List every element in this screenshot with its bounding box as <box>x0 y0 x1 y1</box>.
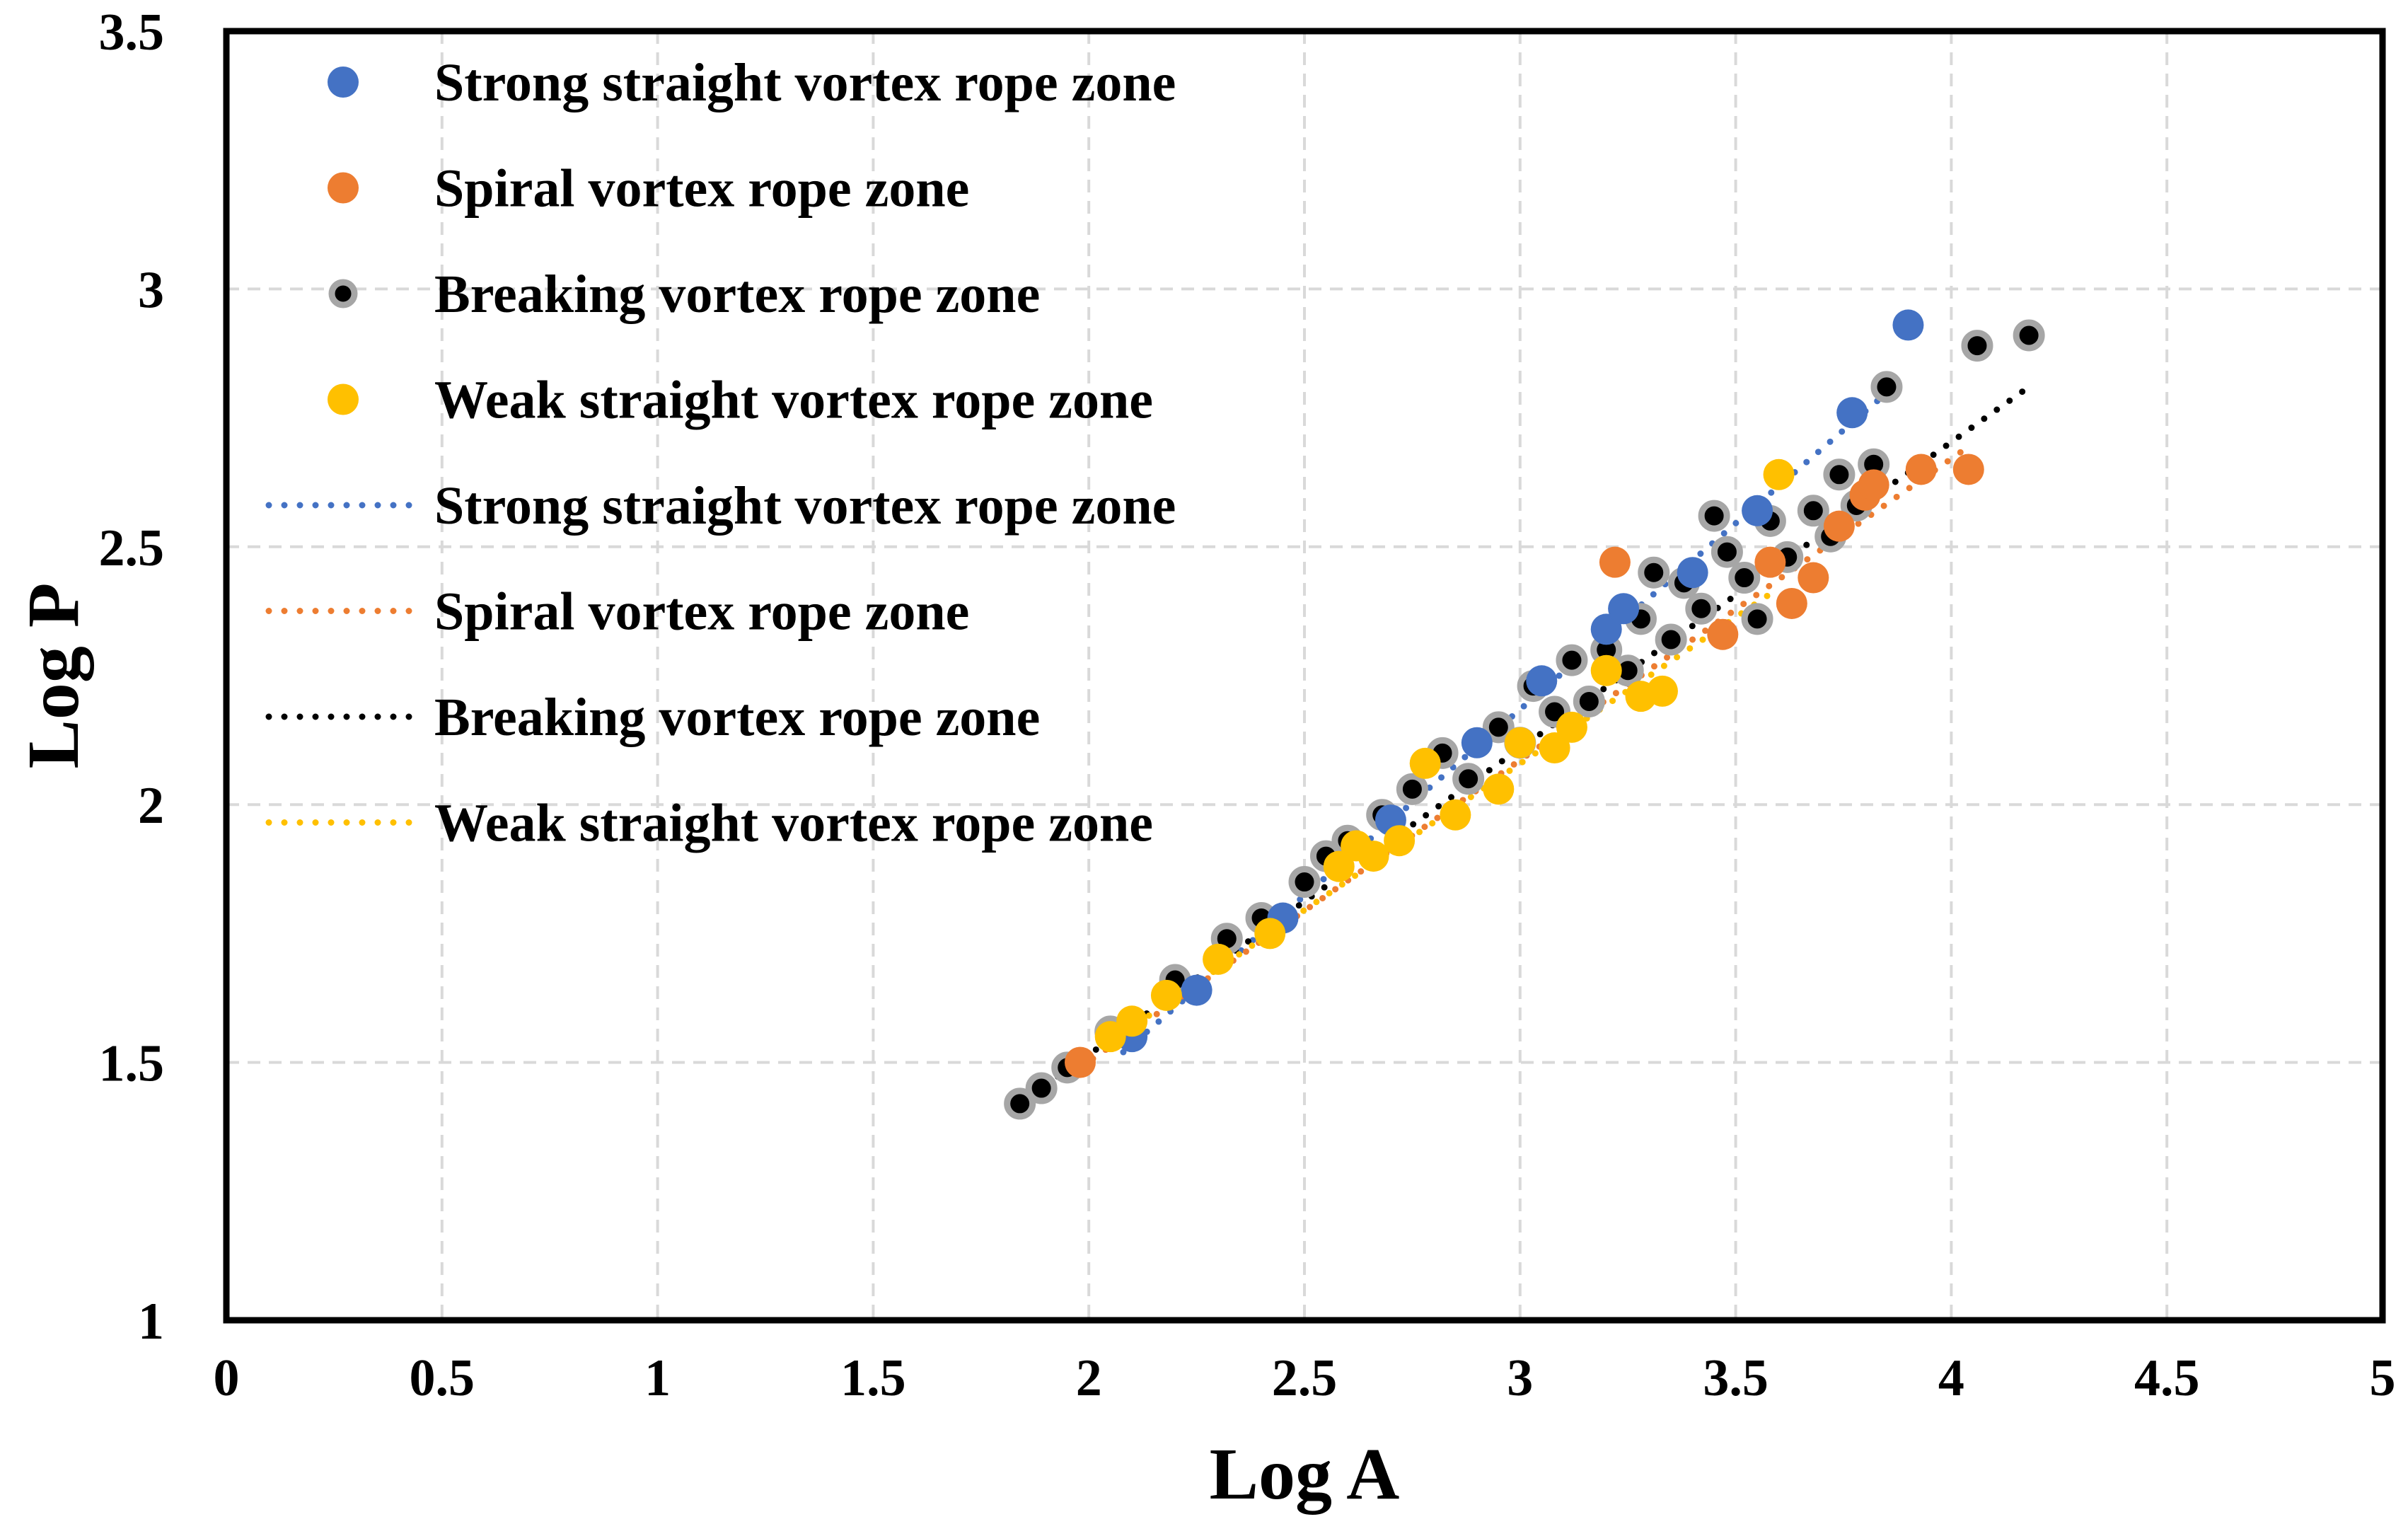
point-breaking <box>1556 644 1588 676</box>
x-tick-label: 0 <box>214 1349 240 1407</box>
gridlines <box>226 31 2383 1320</box>
point-strong <box>1608 593 1640 625</box>
legend-label: Breaking vortex rope zone <box>434 688 1040 747</box>
point-breaking <box>1452 763 1485 795</box>
point-spiral <box>1905 454 1937 485</box>
point-strong <box>1677 557 1708 589</box>
plot-area-frame <box>223 28 2386 1324</box>
y-axis-title: Log P <box>13 583 94 769</box>
point-weak <box>1323 850 1355 882</box>
x-tick-label: 5 <box>2370 1349 2396 1407</box>
point-weak <box>1254 918 1286 949</box>
legend-marker-weak <box>328 383 359 415</box>
point-weak <box>1646 675 1678 707</box>
x-tick-label: 3.5 <box>1703 1349 1769 1407</box>
point-spiral <box>1952 454 1984 485</box>
y-tick-label: 1 <box>138 1293 164 1351</box>
point-breaking <box>1741 603 1773 635</box>
point-spiral <box>1776 587 1807 619</box>
point-strong <box>1181 974 1212 1006</box>
legend: Strong straight vortex rope zone Spiral v… <box>265 53 1176 853</box>
point-weak <box>1409 747 1441 779</box>
point-breaking <box>1655 623 1687 656</box>
point-spiral <box>1754 546 1786 578</box>
legend-label: Weak straight vortex rope zone <box>434 794 1153 853</box>
point-weak <box>1358 841 1389 872</box>
legend-label: Breaking vortex rope zone <box>434 265 1040 324</box>
y-tick-label: 1.5 <box>99 1035 165 1093</box>
point-breaking <box>1004 1087 1036 1120</box>
legend-label: Spiral vortex rope zone <box>434 159 969 219</box>
data-points <box>1004 309 2045 1120</box>
point-strong <box>1590 613 1622 645</box>
point-strong <box>1742 495 1773 526</box>
trendline-strong <box>1120 379 1903 1056</box>
point-breaking <box>1025 1072 1058 1104</box>
point-breaking <box>1396 773 1428 805</box>
point-spiral <box>1065 1046 1096 1078</box>
y-tick-label: 2 <box>138 777 164 835</box>
point-breaking <box>1482 711 1515 744</box>
point-spiral <box>1707 618 1739 650</box>
legend-marker-strong <box>328 67 359 98</box>
point-spiral <box>1823 510 1855 542</box>
x-tick-label: 4.5 <box>2134 1349 2200 1407</box>
legend-label: Spiral vortex rope zone <box>434 582 969 642</box>
legend-label: Weak straight vortex rope zone <box>434 371 1153 430</box>
x-tick-label: 2.5 <box>1272 1349 1338 1407</box>
y-tick-label: 2.5 <box>99 519 165 577</box>
y-tick-label: 3 <box>138 261 164 319</box>
point-weak <box>1590 654 1622 686</box>
legend-label: Strong straight vortex rope zone <box>434 476 1176 536</box>
legend-label: Strong straight vortex rope zone <box>434 53 1176 112</box>
y-axis-ticks: 1 1.5 2 2.5 3 3.5 <box>99 4 165 1351</box>
x-tick-label: 1.5 <box>840 1349 906 1407</box>
point-breaking <box>1638 556 1670 589</box>
x-tick-label: 2 <box>1076 1349 1102 1407</box>
point-breaking <box>1870 371 1903 403</box>
point-weak <box>1203 943 1234 975</box>
point-breaking <box>1823 458 1856 491</box>
x-axis-title: Log A <box>1210 1433 1400 1515</box>
point-strong <box>1461 727 1493 758</box>
x-tick-label: 1 <box>644 1349 671 1407</box>
point-breaking <box>1573 685 1605 717</box>
point-weak <box>1556 711 1587 743</box>
point-breaking <box>1961 330 1993 362</box>
point-weak <box>1539 732 1570 764</box>
point-breaking <box>1288 866 1321 899</box>
point-strong <box>1526 665 1558 697</box>
x-tick-label: 4 <box>1938 1349 1964 1407</box>
point-breaking <box>1797 495 1829 527</box>
point-breaking <box>1685 592 1718 625</box>
x-axis-ticks: 0 0.5 1 1.5 2 2.5 3 3.5 4 4.5 5 <box>214 1349 2396 1407</box>
y-tick-label: 3.5 <box>99 4 165 62</box>
point-spiral <box>1858 469 1889 501</box>
legend-marker-breaking <box>328 279 358 308</box>
point-strong <box>1892 309 1924 341</box>
point-weak <box>1384 825 1416 857</box>
point-breaking <box>1711 536 1743 568</box>
point-strong <box>1836 397 1868 429</box>
point-breaking <box>1728 562 1761 594</box>
point-weak <box>1440 799 1471 831</box>
point-weak <box>1763 458 1795 490</box>
point-weak <box>1150 979 1182 1011</box>
point-breaking <box>1698 500 1730 532</box>
point-weak <box>1094 1021 1126 1053</box>
point-weak <box>1116 1005 1148 1037</box>
x-tick-label: 0.5 <box>410 1349 475 1407</box>
point-weak <box>1504 727 1536 758</box>
point-spiral <box>1798 562 1829 594</box>
point-weak <box>1483 773 1515 805</box>
point-breaking <box>2013 319 2045 352</box>
legend-marker-spiral <box>328 172 359 204</box>
point-spiral <box>1599 546 1631 578</box>
x-tick-label: 3 <box>1507 1349 1533 1407</box>
